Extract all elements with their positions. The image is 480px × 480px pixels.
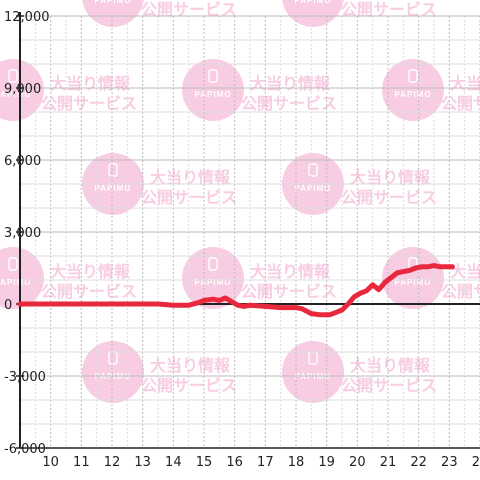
y-tick-label: 6,000: [4, 154, 41, 169]
watermark-logo-text: PAPIMO: [295, 184, 332, 193]
y-tick-label: 3,000: [4, 226, 41, 241]
watermark-logo-circle: [282, 341, 344, 403]
watermark-text-line1: 大当り情報: [350, 168, 431, 187]
watermark-text-line2: 公開サービス: [141, 1, 237, 19]
watermark-phone-icon: [308, 163, 318, 177]
watermark-logo-circle: [82, 341, 144, 403]
watermark-text-line1: 大当り情報: [450, 262, 480, 281]
y-tick-label: 12,000: [4, 10, 50, 25]
watermark-text-line1: 大当り情報: [350, 356, 431, 375]
watermark-text-line2: 公開サービス: [341, 189, 437, 207]
watermark-logo-text: PAPIMO: [195, 90, 232, 99]
x-tick-label: 17: [257, 455, 274, 470]
x-tick-label: 11: [73, 455, 90, 470]
watermark-text-line2: 公開サービス: [241, 283, 337, 301]
watermark-logo-text: PAPIMO: [95, 184, 132, 193]
watermark-logo-circle: [0, 247, 44, 309]
watermark-text-line1: 大当り情報: [50, 74, 131, 93]
watermark-logo-circle: [382, 59, 444, 121]
x-tick-label: 16: [226, 455, 243, 470]
y-tick-label: 0: [4, 298, 12, 313]
watermark-phone-icon: [208, 69, 218, 83]
x-tick-label: 13: [134, 455, 151, 470]
x-tick-label: 15: [196, 455, 213, 470]
x-tick-label: 19: [318, 455, 335, 470]
watermark-text-line1: 大当り情報: [250, 74, 331, 93]
x-tick-label: 20: [349, 455, 366, 470]
watermark-layer: PAPIMO大当り情報公開サービスPAPIMO大当り情報公開サービスPAPIMO…: [0, 0, 480, 403]
watermark-logo-circle: [182, 59, 244, 121]
watermark-text-line1: 大当り情報: [150, 356, 231, 375]
watermark-logo-circle: [82, 0, 144, 27]
watermark-logo-text: PAPIMO: [95, 0, 132, 5]
x-tick-label: 10: [42, 455, 59, 470]
watermark-logo-circle: [182, 247, 244, 309]
x-tick-label: 18: [288, 455, 305, 470]
watermark-logo-text: PAPIMO: [395, 278, 432, 287]
watermark-logo-text: PAPIMO: [195, 278, 232, 287]
x-tick-label: 14: [165, 455, 182, 470]
watermark-text-line2: 公開サービス: [341, 377, 437, 395]
grid-layer: [20, 15, 480, 449]
watermark-text-line2: 公開サービス: [441, 95, 480, 113]
watermark-logo-text: PAPIMO: [295, 0, 332, 5]
watermark-logo-text: PAPIMO: [0, 90, 31, 99]
watermark-text-line1: 大当り情報: [150, 168, 231, 187]
watermark-text-line2: 公開サービス: [41, 95, 137, 113]
y-tick-label: -6,000: [4, 442, 46, 457]
x-tick-label: 23: [441, 455, 458, 470]
watermark-phone-icon: [8, 257, 18, 271]
watermark-text-line1: 大当り情報: [50, 262, 131, 281]
watermark-text-line2: 公開サービス: [41, 283, 137, 301]
y-tick-label: 9,000: [4, 82, 41, 97]
watermark-logo-circle: [0, 59, 44, 121]
x-tick-label: 22: [410, 455, 427, 470]
watermark-phone-icon: [108, 163, 118, 177]
watermark-logo-text: PAPIMO: [0, 278, 31, 287]
watermark-text-line1: 大当り情報: [250, 262, 331, 281]
watermark-logo-circle: [282, 0, 344, 27]
series-layer: [17, 263, 455, 318]
watermark-logo-circle: [382, 247, 444, 309]
watermark-phone-icon: [408, 69, 418, 83]
watermark-logo-text: PAPIMO: [395, 90, 432, 99]
x-tick-label: 24: [472, 455, 480, 470]
watermark-phone-icon: [8, 69, 18, 83]
series-line-0: [17, 263, 455, 318]
watermark-text-line2: 公開サービス: [241, 95, 337, 113]
watermark-phone-icon: [208, 257, 218, 271]
y-tick-label: -3,000: [4, 370, 46, 385]
x-tick-label: 21: [380, 455, 397, 470]
watermark-text-line2: 公開サービス: [341, 1, 437, 19]
x-tick-label: 12: [104, 455, 121, 470]
watermark-text-line2: 公開サービス: [441, 283, 480, 301]
